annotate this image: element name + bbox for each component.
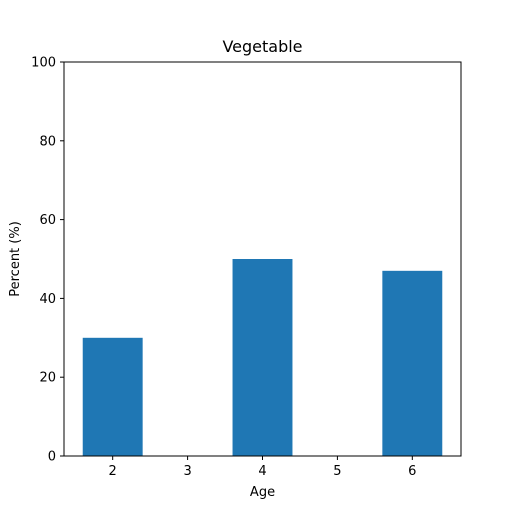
y-tick-label-80: 80: [39, 134, 56, 149]
x-tick-label-6: 6: [408, 464, 416, 479]
x-axis-title: Age: [250, 485, 275, 500]
bar-layer: [82, 259, 443, 456]
plot-frame: [63, 61, 462, 457]
x-tick-label-4: 4: [258, 464, 266, 479]
y-tick-label-100: 100: [31, 56, 56, 71]
x-axis-ticks: 2 3 4 5 6: [109, 456, 416, 479]
y-axis-ticks: 0 20 40 60 80 100: [31, 56, 64, 465]
y-tick-label-20: 20: [39, 371, 56, 386]
y-tick-label-0: 0: [48, 450, 56, 465]
x-tick-label-2: 2: [109, 464, 117, 479]
bar-age-6: [382, 270, 443, 456]
y-tick-label-60: 60: [39, 213, 56, 228]
x-tick-label-3: 3: [183, 464, 191, 479]
y-tick-label-40: 40: [39, 292, 56, 307]
y-axis-title: Percent (%): [8, 221, 23, 297]
chart-title: Vegetable: [222, 37, 302, 56]
bar-age-2: [82, 337, 143, 456]
x-tick-label-5: 5: [333, 464, 341, 479]
bar-age-4: [232, 259, 293, 456]
